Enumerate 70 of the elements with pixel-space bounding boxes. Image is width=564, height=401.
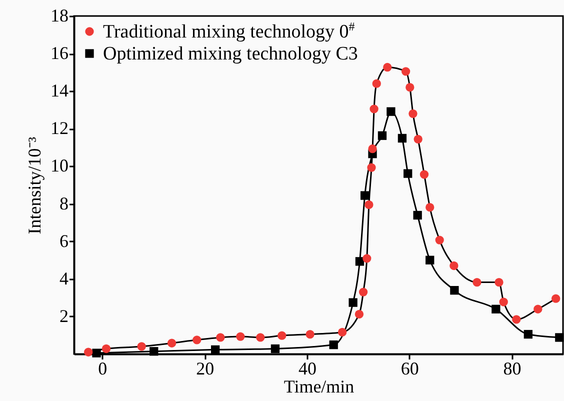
point bbox=[524, 330, 533, 339]
point bbox=[383, 62, 392, 72]
point bbox=[401, 67, 410, 76]
point bbox=[306, 330, 314, 339]
point bbox=[450, 286, 459, 295]
x-tick-label: 80 bbox=[503, 358, 522, 378]
point bbox=[534, 304, 542, 314]
legend-label: Optimized mixing technology C3 bbox=[103, 44, 358, 64]
y-tick-label: 14 bbox=[50, 80, 68, 101]
y-tick-label: 18 bbox=[50, 6, 68, 26]
point bbox=[137, 342, 146, 351]
point bbox=[216, 333, 225, 342]
point bbox=[167, 338, 176, 348]
point bbox=[398, 134, 407, 143]
y-tick-label: 8 bbox=[60, 193, 68, 214]
point bbox=[555, 333, 564, 342]
point bbox=[435, 236, 444, 244]
point bbox=[494, 278, 504, 287]
point bbox=[210, 345, 220, 354]
y-axis-title: Intensity/10⁻³ bbox=[24, 136, 44, 234]
point bbox=[368, 144, 377, 154]
point bbox=[404, 169, 412, 178]
point bbox=[367, 163, 376, 172]
x-tick-label: 40 bbox=[298, 358, 316, 378]
point bbox=[512, 315, 521, 324]
point bbox=[355, 257, 364, 266]
point bbox=[406, 83, 414, 92]
y-tick-label: 2 bbox=[60, 306, 68, 326]
point bbox=[472, 278, 482, 287]
legend-label: Traditional mixing technology 0$^{#}$ bbox=[103, 20, 355, 42]
point bbox=[499, 298, 508, 306]
point bbox=[364, 200, 374, 210]
point bbox=[414, 134, 422, 144]
point bbox=[386, 107, 396, 116]
point bbox=[270, 344, 280, 354]
point bbox=[338, 328, 347, 337]
point bbox=[354, 310, 364, 319]
point bbox=[362, 254, 372, 263]
x-axis-title: Time/min bbox=[284, 376, 354, 396]
point bbox=[420, 170, 429, 179]
point bbox=[84, 348, 93, 356]
x-tick-label: 20 bbox=[196, 358, 214, 378]
point bbox=[426, 256, 434, 264]
point bbox=[552, 294, 560, 303]
point bbox=[329, 340, 338, 350]
y-tick-label: 4 bbox=[60, 268, 68, 288]
x-tick-label: 60 bbox=[400, 358, 419, 378]
point bbox=[408, 109, 418, 118]
point bbox=[150, 347, 158, 356]
point bbox=[236, 332, 245, 341]
point bbox=[492, 304, 500, 314]
point bbox=[92, 348, 101, 358]
point bbox=[278, 331, 286, 340]
point bbox=[360, 191, 370, 200]
y-tick-label: 10 bbox=[50, 156, 68, 176]
point bbox=[358, 288, 368, 296]
point bbox=[348, 298, 358, 307]
point bbox=[378, 131, 387, 140]
point bbox=[370, 104, 378, 114]
x-tick-label: 0 bbox=[98, 358, 108, 378]
y-tick-label: 16 bbox=[50, 43, 68, 64]
point bbox=[256, 333, 265, 342]
point bbox=[102, 344, 111, 354]
point bbox=[450, 261, 458, 270]
point bbox=[192, 336, 202, 344]
point bbox=[426, 203, 434, 212]
point bbox=[413, 210, 422, 220]
y-tick-label: 6 bbox=[60, 230, 68, 251]
y-tick-label: 12 bbox=[50, 118, 68, 138]
point bbox=[372, 79, 381, 88]
